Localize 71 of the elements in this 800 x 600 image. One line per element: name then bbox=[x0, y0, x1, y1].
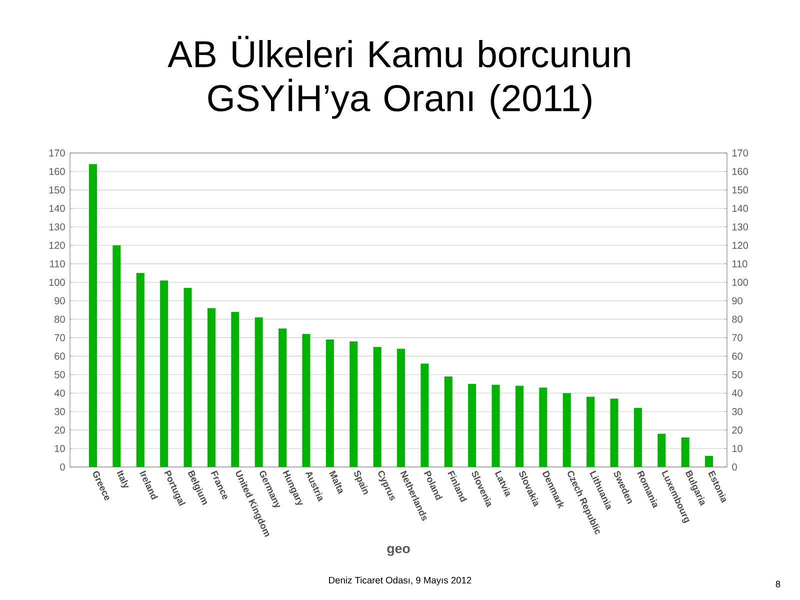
y-tick-label: 40 bbox=[732, 390, 742, 397]
y-tick-label: 20 bbox=[732, 426, 742, 434]
y2-tick-label: 30 bbox=[54, 408, 65, 416]
bar bbox=[562, 393, 571, 467]
bar bbox=[634, 408, 642, 467]
y2-tick-label: 80 bbox=[54, 316, 65, 323]
text: Deniz Ticaret Odası, 9 Mayıs 2012 bbox=[329, 576, 472, 586]
y-tick-label: 100 bbox=[732, 278, 748, 286]
bar bbox=[539, 388, 548, 467]
bar bbox=[160, 280, 168, 467]
bar bbox=[278, 328, 287, 467]
y2-tick-label: 110 bbox=[50, 260, 65, 268]
y-tick-label: 70 bbox=[732, 334, 742, 342]
y-tick-label: 160 bbox=[732, 168, 748, 176]
y-tick-label: 10 bbox=[732, 444, 742, 452]
x-tick-label: Latvia bbox=[495, 470, 510, 498]
y2-tick-label: 150 bbox=[49, 186, 65, 194]
bar bbox=[586, 396, 595, 467]
y2-tick-label: 10 bbox=[54, 444, 65, 452]
bar bbox=[136, 273, 144, 467]
bar bbox=[444, 376, 452, 467]
y2-tick-label: 70 bbox=[54, 334, 65, 342]
bar bbox=[254, 317, 263, 467]
y-tick-label: 110 bbox=[732, 260, 748, 268]
bar bbox=[468, 384, 476, 467]
y2-tick-label: 60 bbox=[54, 352, 65, 360]
x-tick-label: Malta bbox=[329, 470, 343, 494]
bar bbox=[658, 434, 666, 467]
bar bbox=[420, 364, 429, 467]
chart-title: AB Ülkeleri Kamu borcunun GSYİH’ya Oranı (2011) bbox=[168, 36, 630, 119]
bar bbox=[492, 384, 500, 467]
y-tick-label: 170 bbox=[732, 149, 748, 157]
bar bbox=[207, 308, 216, 467]
y2-tick-label: 0 bbox=[60, 463, 65, 471]
bar bbox=[681, 437, 690, 467]
bar bbox=[326, 340, 334, 467]
bar bbox=[112, 245, 121, 467]
y2-tick-label: 50 bbox=[54, 371, 65, 378]
bar bbox=[184, 288, 192, 467]
y-tick-label: 80 bbox=[732, 316, 742, 323]
x-tick-label: Italy bbox=[116, 470, 129, 488]
bar bbox=[88, 164, 97, 467]
bar bbox=[302, 334, 310, 467]
bar bbox=[515, 386, 524, 467]
text: 8 bbox=[776, 580, 780, 588]
y2-tick-label: 40 bbox=[54, 390, 65, 397]
bar bbox=[373, 346, 382, 467]
x-axis-title: geo bbox=[387, 546, 410, 556]
y-tick-label: 60 bbox=[732, 352, 742, 360]
y2-tick-label: 160 bbox=[49, 168, 65, 176]
y-tick-label: 120 bbox=[732, 242, 748, 249]
y2-tick-label: 120 bbox=[49, 242, 65, 249]
y-tick-label: 50 bbox=[732, 371, 742, 378]
y-tick-label: 0 bbox=[732, 463, 737, 471]
bar bbox=[610, 398, 618, 467]
y2-tick-label: 170 bbox=[49, 149, 65, 157]
y-tick-label: 150 bbox=[732, 186, 748, 194]
y2-tick-label: 90 bbox=[54, 297, 65, 304]
y2-tick-label: 130 bbox=[49, 223, 65, 230]
y-tick-label: 90 bbox=[732, 297, 742, 304]
y2-tick-label: 20 bbox=[54, 426, 65, 434]
y-tick-label: 30 bbox=[732, 408, 742, 416]
bar bbox=[705, 456, 713, 467]
bar bbox=[350, 341, 358, 467]
x-tick-label: Spain bbox=[354, 470, 368, 495]
y2-tick-label: 100 bbox=[49, 278, 65, 286]
y2-tick-label: 140 bbox=[49, 204, 65, 212]
bar bbox=[231, 312, 240, 467]
bar bbox=[396, 348, 405, 467]
y-tick-label: 140 bbox=[732, 204, 748, 212]
y-tick-label: 130 bbox=[732, 223, 748, 230]
